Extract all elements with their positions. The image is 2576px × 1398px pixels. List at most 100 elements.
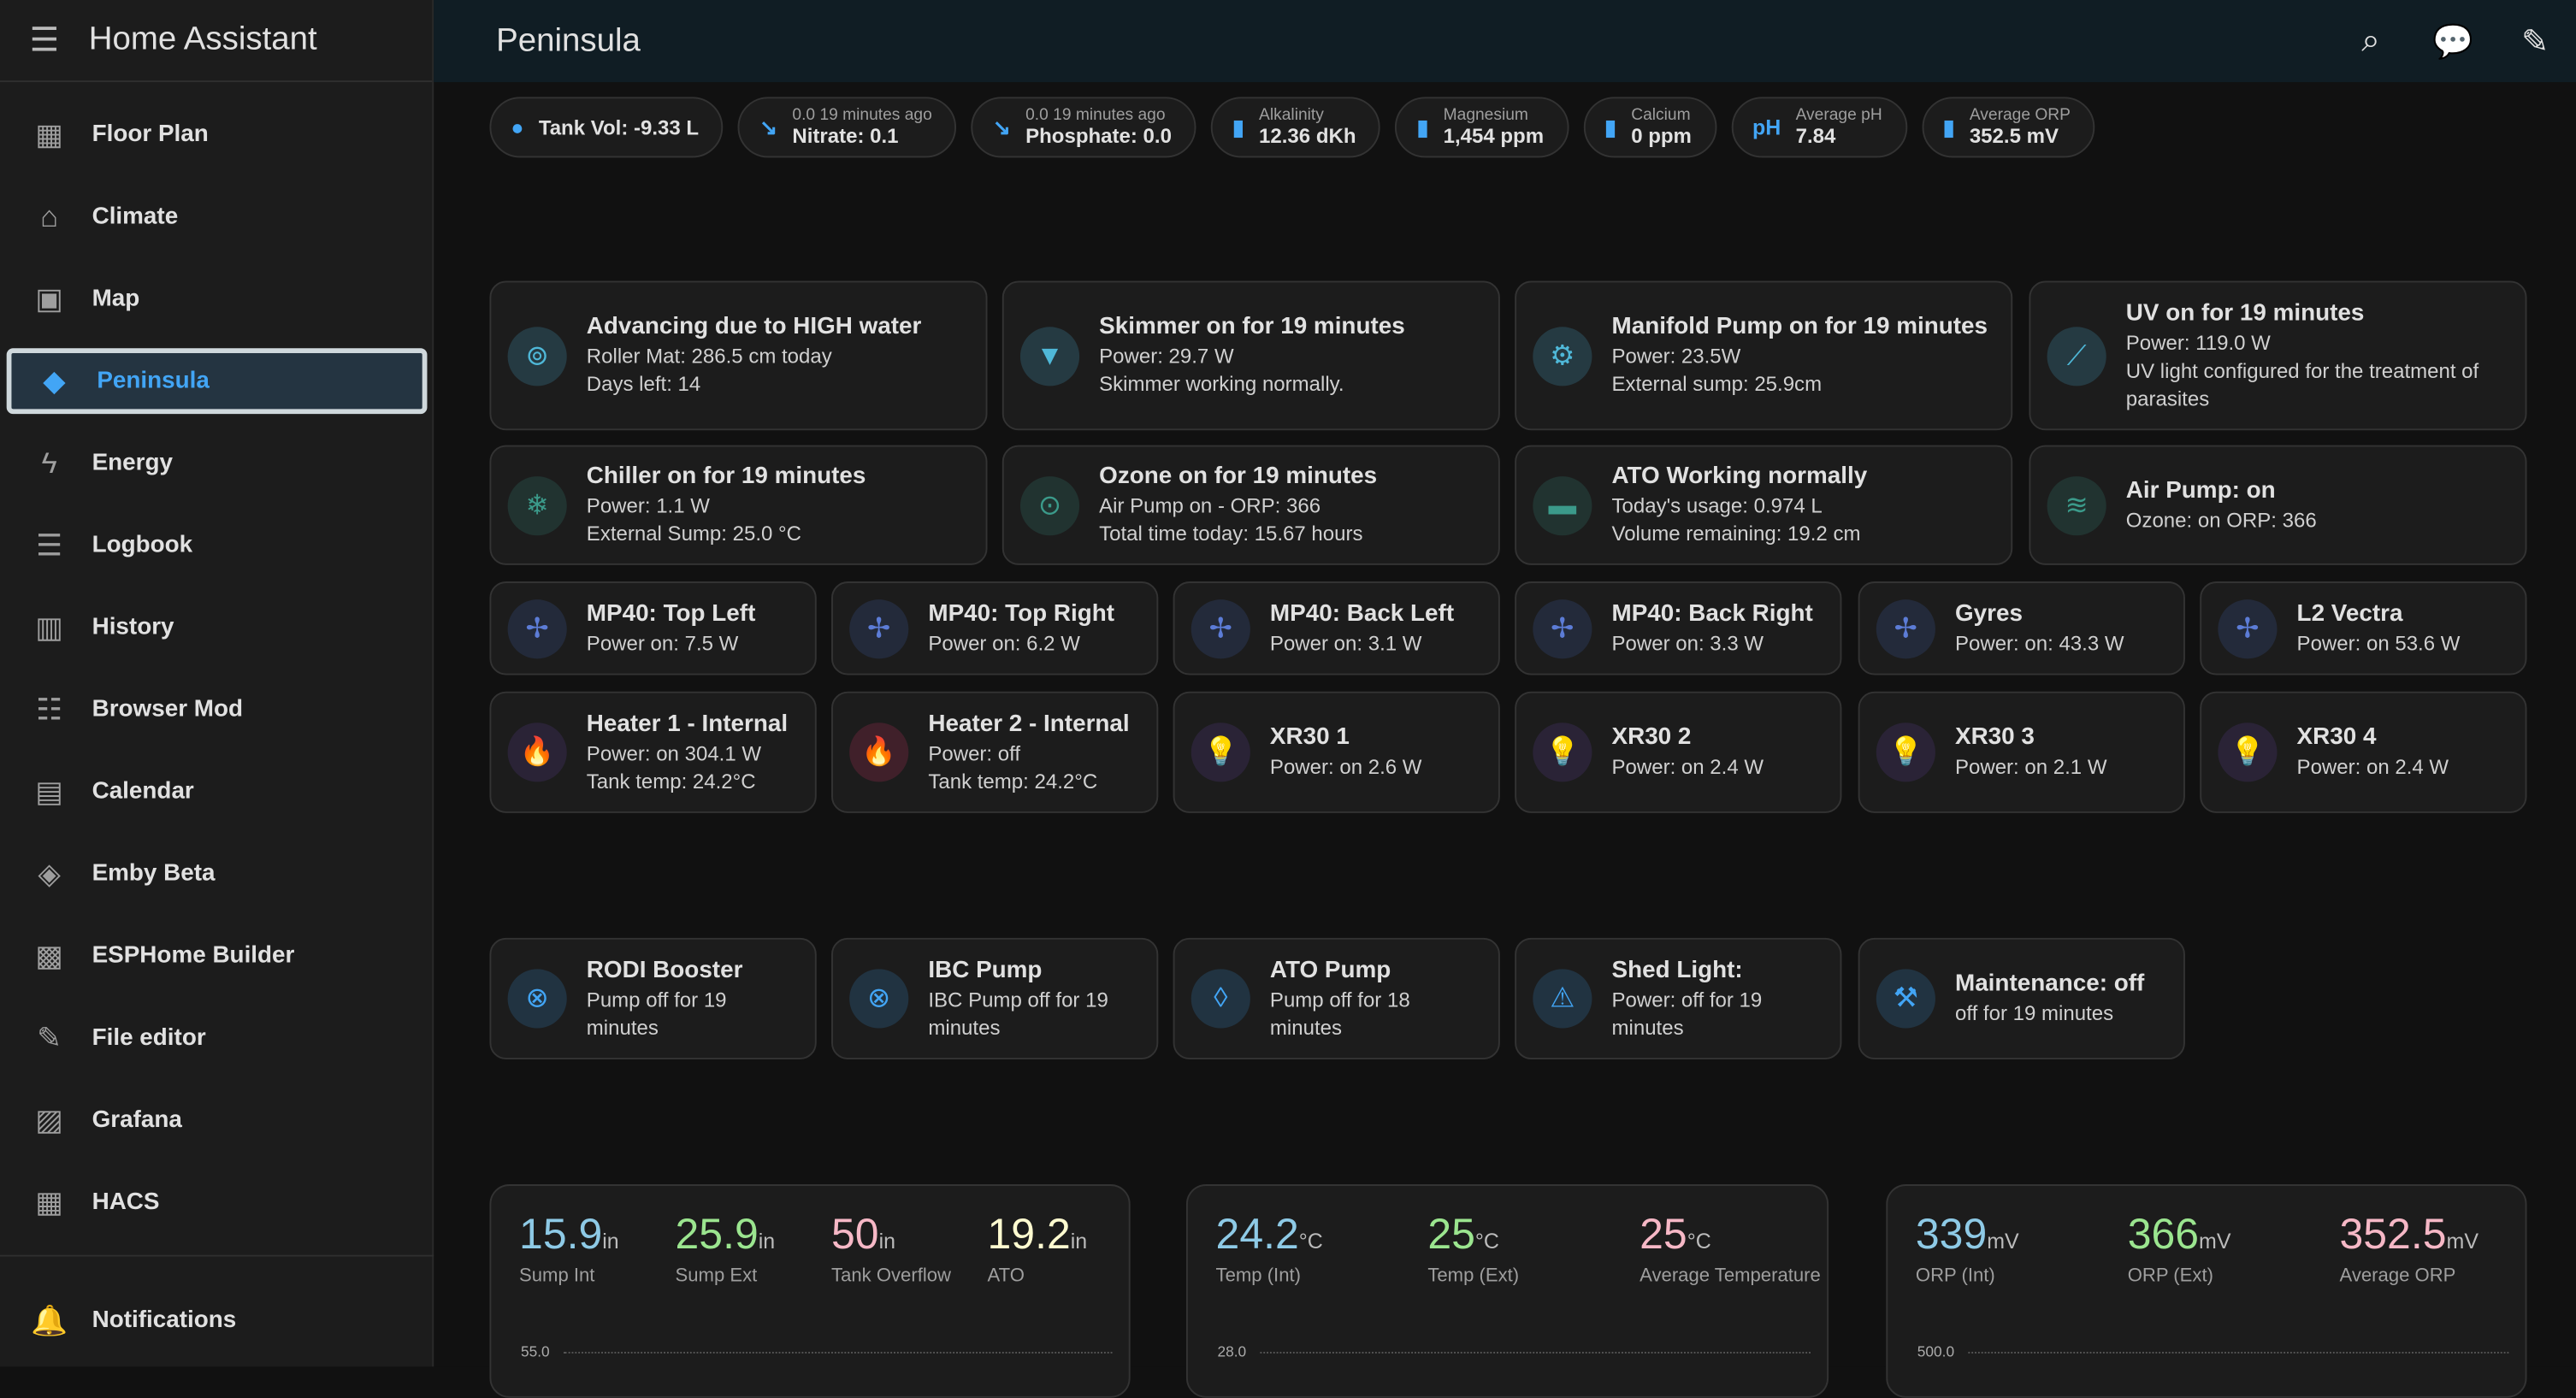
page-title: Peninsula <box>496 21 641 59</box>
fan-icon: ✢ <box>849 599 909 658</box>
sidebar-item-emby-beta[interactable]: ◈ Emby Beta <box>7 841 428 907</box>
sensor-entity[interactable]: 339mV ORP (Int) <box>1916 1209 2019 1286</box>
sensor-entity[interactable]: 25.9in Sump Ext <box>676 1209 776 1286</box>
tile-name: Heater 2 - Internal <box>928 710 1130 737</box>
tile-state: Today's usage: 0.974 L <box>1611 494 1823 518</box>
tile-card[interactable]: ⊚ Advancing due to HIGH water Roller Mat: … <box>489 280 988 431</box>
tile-card[interactable]: ✢ L2 Vectra Power: on 53.6 W <box>2200 581 2527 675</box>
sensor-graph-card[interactable]: 15.9in Sump Int 25.9in Sump Ext 50in Tank Ove… <box>489 1184 1131 1398</box>
tile-card[interactable]: ✢ MP40: Top Left Power on: 7.5 W <box>489 581 817 675</box>
badge[interactable]: ▮ Alkalinity 12.36 dKh <box>1211 97 1381 158</box>
axis-tick-label: 28.0 <box>1217 1343 1247 1360</box>
tile-card[interactable]: ✢ MP40: Back Left Power on: 3.1 W <box>1173 581 1500 675</box>
tile-card[interactable]: 💡 XR30 2 Power: on 2.4 W <box>1515 691 1842 813</box>
tile-text: Chiller on for 19 minutes Power: 1.1 W Ext… <box>587 462 866 549</box>
graph-gridline: 28.0 <box>1217 1343 1811 1360</box>
tile-card[interactable]: 🔥 Heater 2 - Internal Power: off Tank temp:… <box>831 691 1159 813</box>
sidebar-item-esphome-builder[interactable]: ▩ ESPHome Builder <box>7 923 428 989</box>
sensor-name: Temp (Int) <box>1215 1266 1301 1287</box>
tile-state: Tank temp: 24.2°C <box>586 769 756 793</box>
tile-text: RODI Booster Pump off for 19 minutes <box>587 955 743 1042</box>
sensor-unit: °C <box>1687 1228 1711 1253</box>
tile-card[interactable]: 💡 XR30 4 Power: on 2.4 W <box>2200 691 2527 813</box>
sensor-reading: 339mV <box>1916 1209 2019 1260</box>
badge-text: Average ORP 352.5 mV <box>1970 107 2071 148</box>
tile-text: ATO Working normally Today's usage: 0.974… <box>1612 462 1868 549</box>
menu-icon[interactable]: ☰ <box>29 22 60 60</box>
badge[interactable]: ▮ Magnesium 1,454 ppm <box>1395 97 1569 158</box>
tile-card[interactable]: ❄ Chiller on for 19 minutes Power: 1.1 W Ex… <box>489 445 988 565</box>
sidebar-item-floor-plan[interactable]: ▦ Floor Plan <box>7 102 428 168</box>
tile-text: MP40: Back Right Power on: 3.3 W <box>1612 599 1813 658</box>
tile-card[interactable]: ▬ ATO Working normally Today's usage: 0.97… <box>1515 445 2013 565</box>
badge-label: Magnesium <box>1443 106 1528 125</box>
sensor-entity[interactable]: 50in Tank Overflow <box>831 1209 951 1286</box>
sensor-entity[interactable]: 352.5mV Average ORP <box>2340 1209 2479 1286</box>
sidebar: ☰ Home Assistant ▦ Floor Plan ⌂ Climate ▣ Map… <box>0 0 434 1367</box>
sidebar-item-history[interactable]: ▥ History <box>7 594 428 660</box>
sidebar-item-hacs[interactable]: ▦ HACS <box>7 1170 428 1236</box>
assist-chat-icon[interactable]: 💬 <box>2432 23 2473 61</box>
tile-card[interactable]: ⚒ Maintenance: off off for 19 minutes <box>1858 937 2185 1060</box>
badge[interactable]: ● Tank Vol: -9.33 L <box>489 97 724 158</box>
sensor-reading: 24.2°C <box>1216 1209 1323 1260</box>
badge[interactable]: ↘ 0.0 19 minutes ago Nitrate: 0.1 <box>738 97 957 158</box>
tile-card[interactable]: 💡 XR30 1 Power: on 2.6 W <box>1173 691 1500 813</box>
sensor-value: 24.2 <box>1215 1208 1299 1259</box>
tile-card[interactable]: ⚠ Shed Light: Power: off for 19 minutes <box>1515 937 1842 1060</box>
search-icon[interactable]: ⌕ <box>2361 21 2380 59</box>
tile-card[interactable]: ⚙ Manifold Pump on for 19 minutes Power: 2… <box>1515 280 2013 431</box>
sidebar-item-map[interactable]: ▣ Map <box>7 266 428 332</box>
sidebar-item-grafana[interactable]: ▨ Grafana <box>7 1088 428 1153</box>
tile-state: Pump off for 18 <box>1269 988 1410 1012</box>
badge[interactable]: pH Average pH 7.84 <box>1731 97 1907 158</box>
sidebar-item-file-editor[interactable]: ✎ File editor <box>7 1006 428 1071</box>
sidebar-item-climate[interactable]: ⌂ Climate <box>7 184 428 250</box>
sensor-name: Average ORP <box>2339 1266 2456 1287</box>
tile-state: Power: on 304.1 W <box>586 741 762 765</box>
gridline <box>563 1351 1113 1353</box>
tile-card[interactable]: 💡 XR30 3 Power: on 2.1 W <box>1858 691 2185 813</box>
tile-card[interactable]: ✢ MP40: Top Right Power on: 6.2 W <box>831 581 1159 675</box>
tile-card[interactable]: 🔥 Heater 1 - Internal Power: on 304.1 W Tan… <box>489 691 817 813</box>
sensor-entity[interactable]: 19.2in ATO <box>988 1209 1088 1286</box>
sensor-entity[interactable]: 15.9in Sump Int <box>519 1209 619 1286</box>
tile-state: Power: 1.1 W <box>586 494 710 518</box>
tile-card[interactable]: ✢ MP40: Back Right Power on: 3.3 W <box>1515 581 1842 675</box>
sensor-graph-card[interactable]: 24.2°C Temp (Int) 25°C Temp (Ext) 25°C Averag… <box>1185 1184 1829 1398</box>
sensor-entity[interactable]: 24.2°C Temp (Int) <box>1216 1209 1323 1286</box>
fish-icon: ◆ <box>43 363 66 397</box>
sensor-entity[interactable]: 25°C Temp (Ext) <box>1427 1209 1519 1286</box>
badge-text: 0.0 19 minutes ago Nitrate: 0.1 <box>792 107 931 148</box>
paper-roll-icon: ⊚ <box>507 326 567 386</box>
sidebar-item-logbook[interactable]: ☰ Logbook <box>7 512 428 578</box>
sidebar-item-notifications[interactable]: 🔔 Notifications <box>7 1288 428 1354</box>
sidebar-item-energy[interactable]: ϟ Energy <box>7 430 428 496</box>
edit-pencil-icon[interactable]: ✎ <box>2520 23 2549 61</box>
tile-card[interactable]: ◊ ATO Pump Pump off for 18 minutes <box>1173 937 1500 1060</box>
sensor-entity[interactable]: 25°C Average Temperature <box>1640 1209 1821 1286</box>
tile-card[interactable]: ⊗ IBC Pump IBC Pump off for 19 minutes <box>831 937 1159 1060</box>
sidebar-item-label: Energy <box>92 450 174 477</box>
sidebar-item-peninsula[interactable]: ◆ Peninsula <box>6 348 428 415</box>
sidebar-item-calendar[interactable]: ▤ Calendar <box>7 759 428 825</box>
tile-card[interactable]: ⟋ UV on for 19 minutes Power: 119.0 W UV li… <box>2029 280 2527 431</box>
tile-card[interactable]: ⊗ RODI Booster Pump off for 19 minutes <box>489 937 817 1060</box>
test-tube-icon: ▮ <box>1604 114 1616 139</box>
badge[interactable]: ▮ Calcium 0 ppm <box>1583 97 1716 158</box>
badge[interactable]: ▮ Average ORP 352.5 mV <box>1921 97 2095 158</box>
gridline <box>1259 1351 1811 1353</box>
tile-card[interactable]: ≋ Air Pump: on Ozone: on ORP: 366 <box>2029 445 2527 565</box>
tile-card[interactable]: ⊙ Ozone on for 19 minutes Air Pump on - OR… <box>1001 445 1500 565</box>
sensor-entity[interactable]: 366mV ORP (Ext) <box>2128 1209 2231 1286</box>
top-bar: Peninsula ⌕ 💬 ✎ <box>434 0 2576 83</box>
badge-label: Calcium <box>1631 106 1691 125</box>
fan-icon: ✢ <box>1191 599 1250 658</box>
tile-state: off for 19 minutes <box>1954 1001 2114 1025</box>
tile-card[interactable]: ✢ Gyres Power: on: 43.3 W <box>1858 581 2185 675</box>
sidebar-item-browser-mod[interactable]: ☷ Browser Mod <box>7 676 428 742</box>
sensor-graph-card[interactable]: 339mV ORP (Int) 366mV ORP (Ext) 352.5mV Avera… <box>1886 1184 2527 1398</box>
badge[interactable]: ↘ 0.0 19 minutes ago Phosphate: 0.0 <box>971 97 1196 158</box>
sidebar-item-label: Logbook <box>92 532 193 559</box>
